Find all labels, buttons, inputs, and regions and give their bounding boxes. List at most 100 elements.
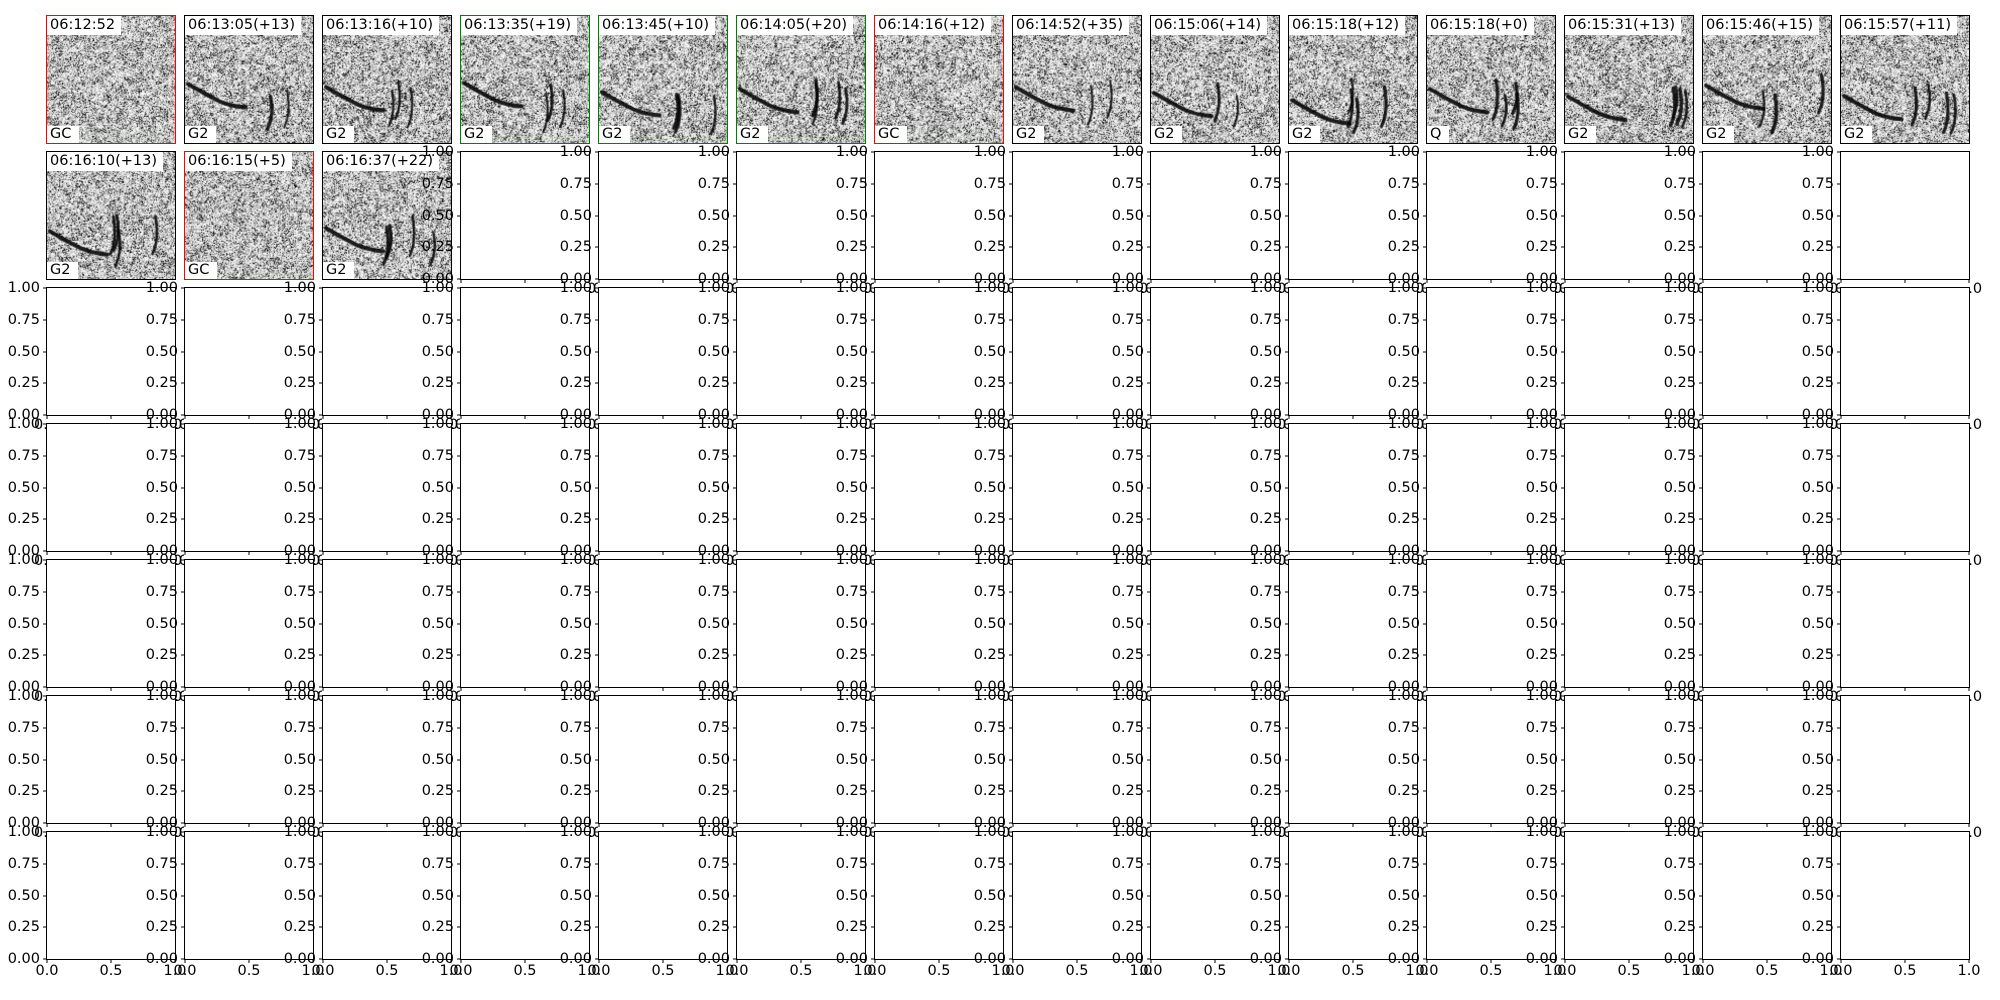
y-tick-label: 0.75 <box>1250 313 1282 327</box>
y-tick-label: 1.00 <box>146 417 178 431</box>
y-tick-mark <box>1837 319 1841 320</box>
y-tick-mark <box>1009 655 1013 656</box>
y-tick-label: 0.50 <box>974 481 1006 495</box>
y-tick-mark <box>1147 487 1151 488</box>
y-tick-label: 0.75 <box>974 585 1006 599</box>
y-tick-mark <box>1009 351 1013 352</box>
y-tick-mark <box>1561 455 1565 456</box>
x-tick-mark <box>1767 823 1768 827</box>
clipped-xtick-sliver: 1.00.0 <box>1832 554 1840 569</box>
y-tick-label: 0.50 <box>422 617 454 631</box>
y-tick-mark <box>1285 383 1289 384</box>
y-tick-label: 0.25 <box>284 784 316 798</box>
y-tick-label: 1.00 <box>1112 689 1144 703</box>
clipped-xtick-sliver: 1.00.0 <box>1004 418 1012 433</box>
clipped-xtick-sliver: 1.00.0 <box>1280 690 1288 705</box>
timestamp-label: 06:16:15(+5) <box>185 152 292 171</box>
timestamp-label: 06:15:46(+15) <box>1703 16 1819 35</box>
y-tick-mark <box>181 351 185 352</box>
clipped-xtick-sliver: 1.00.0 <box>176 554 184 569</box>
y-tick-mark <box>43 791 47 792</box>
y-tick-mark <box>1837 455 1841 456</box>
y-tick-label: 1.00 <box>974 553 1006 567</box>
y-tick-mark <box>1285 519 1289 520</box>
y-tick-label: 0.50 <box>1802 345 1834 359</box>
y-tick-mark <box>181 623 185 624</box>
y-tick-label: 0.50 <box>1112 617 1144 631</box>
y-tick-label: 0.50 <box>560 889 592 903</box>
y-tick-label: 0.75 <box>1526 585 1558 599</box>
clipped-xtick-sliver: 0.0 <box>34 554 46 569</box>
y-tick-mark <box>1009 623 1013 624</box>
x-tick-mark <box>663 279 664 283</box>
y-tick-label: 0.50 <box>8 345 40 359</box>
y-tick-mark <box>595 487 599 488</box>
y-tick-label: 0.75 <box>698 177 730 191</box>
timestamp-label: 06:13:45(+10) <box>599 16 715 35</box>
y-tick-label: 0.25 <box>698 512 730 526</box>
x-tick-mark <box>939 687 940 691</box>
y-tick-mark <box>43 319 47 320</box>
spectrogram-cell: 06:16:15(+5) GC <box>184 151 314 280</box>
clipped-xtick-sliver: 1.00.0 <box>1832 282 1840 297</box>
clipped-xtick-sliver: 1.00.0 <box>1142 826 1150 841</box>
spectrogram-cell: 06:13:05(+13) G2 <box>184 15 314 144</box>
y-tick-mark <box>1009 152 1013 153</box>
y-tick-mark <box>1837 727 1841 728</box>
y-tick-mark <box>1147 215 1151 216</box>
x-tick-label: 0.0 <box>1415 964 1438 978</box>
y-tick-mark <box>733 655 737 656</box>
x-tick-mark <box>1013 823 1014 827</box>
y-tick-label: 1.00 <box>146 825 178 839</box>
timestamp-label: 06:15:31(+13) <box>1565 16 1681 35</box>
x-tick-mark <box>1353 823 1354 827</box>
y-tick-mark <box>319 759 323 760</box>
y-tick-label: 0.25 <box>560 376 592 390</box>
x-tick-mark <box>1565 551 1566 555</box>
y-tick-label: 1.00 <box>1388 689 1420 703</box>
y-tick-mark <box>1423 247 1427 248</box>
y-tick-mark <box>595 215 599 216</box>
y-tick-label: 1.00 <box>1250 825 1282 839</box>
y-tick-mark <box>1837 183 1841 184</box>
y-tick-label: 0.25 <box>1664 512 1696 526</box>
y-tick-label: 0.25 <box>146 512 178 526</box>
x-tick-mark <box>1491 551 1492 555</box>
y-tick-label: 1.00 <box>836 689 868 703</box>
y-tick-label: 1.00 <box>422 281 454 295</box>
y-tick-label: 0.75 <box>284 857 316 871</box>
x-tick-mark <box>1703 279 1704 283</box>
y-tick-mark <box>43 727 47 728</box>
y-tick-label: 0.50 <box>1250 617 1282 631</box>
x-tick-mark <box>249 551 250 555</box>
x-tick-mark <box>599 687 600 691</box>
x-tick-mark <box>525 415 526 419</box>
y-tick-mark <box>1837 863 1841 864</box>
y-tick-label: 1.00 <box>1526 417 1558 431</box>
y-tick-mark <box>595 319 599 320</box>
y-tick-label: 0.75 <box>836 449 868 463</box>
y-tick-label: 0.25 <box>1388 376 1420 390</box>
y-tick-mark <box>319 895 323 896</box>
y-tick-label: 0.75 <box>1388 449 1420 463</box>
y-tick-label: 1.00 <box>1664 281 1696 295</box>
x-tick-mark <box>801 415 802 419</box>
y-tick-label: 0.50 <box>1664 481 1696 495</box>
x-tick-label: 0.0 <box>1001 964 1024 978</box>
y-tick-label: 0.25 <box>1112 784 1144 798</box>
y-tick-label: 0.50 <box>698 481 730 495</box>
y-tick-label: 0.25 <box>1802 376 1834 390</box>
x-tick-mark <box>249 823 250 827</box>
y-tick-label: 0.75 <box>1802 585 1834 599</box>
x-tick-mark <box>1767 279 1768 283</box>
y-tick-label: 0.25 <box>1526 648 1558 662</box>
x-tick-label: 0.0 <box>725 964 748 978</box>
y-tick-mark <box>595 247 599 248</box>
empty-axes: 1.00 0.75 0.50 0.25 0.00 0.0 0.5 1.0 <box>1840 831 1970 960</box>
y-tick-mark <box>595 727 599 728</box>
y-tick-mark <box>1147 519 1151 520</box>
x-tick-label: 0.5 <box>99 964 122 978</box>
y-tick-mark <box>733 455 737 456</box>
y-tick-mark <box>457 863 461 864</box>
y-tick-label: 0.75 <box>836 857 868 871</box>
